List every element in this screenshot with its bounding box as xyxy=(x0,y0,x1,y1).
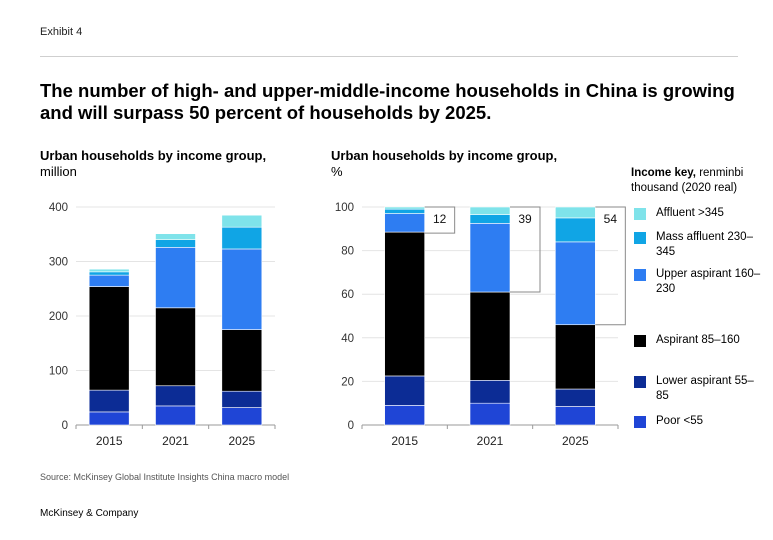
legend-label-lower-aspirant: Lower aspirant 55–85 xyxy=(656,375,754,402)
legend-label-upper-aspirant: Upper aspirant 160–230 xyxy=(656,268,761,295)
bar-segment-2021-poor xyxy=(155,405,196,426)
bar-segment-2015-aspirant xyxy=(88,286,130,391)
legend-label-aspirant: Aspirant 85–160 xyxy=(656,334,740,346)
bar-segment-2021-upper xyxy=(469,223,511,293)
y-tick-label-100: 100 xyxy=(49,366,68,378)
bar-segment-2015-upper xyxy=(384,213,425,233)
y-tick-label-0: 0 xyxy=(348,420,354,432)
legend-swatch-lower-aspirant xyxy=(634,376,646,388)
y-tick-label-300: 300 xyxy=(49,257,68,269)
bar-segment-2015-upper xyxy=(88,274,130,287)
legend-label-mass-affluent: Mass affluent 230–345 xyxy=(656,231,753,258)
legend-swatch-upper-aspirant xyxy=(634,269,646,281)
x-tick-label-2015: 2015 xyxy=(96,434,123,448)
bracket-2025 xyxy=(595,206,626,326)
bar-segment-2025-aspirant xyxy=(221,329,263,392)
bar-segment-2015-mass xyxy=(384,208,425,214)
left-chart-title-bold: Urban households by income group, xyxy=(40,148,267,163)
y-tick-label-400: 400 xyxy=(49,202,68,214)
bar-segment-2015-lower xyxy=(88,389,130,413)
bar-segment-2021-lower xyxy=(155,385,196,407)
legend-label-affluent: Affluent >345 xyxy=(656,207,724,219)
bar-segment-2025-poor xyxy=(221,407,263,426)
y-tick-label-20: 20 xyxy=(341,376,354,388)
y-tick-label-200: 200 xyxy=(49,311,68,323)
right-chart-title-unit: % xyxy=(331,164,343,179)
left-chart-millions: 0 100 200 300 400 2015 2021 2025 xyxy=(49,202,276,448)
left-chart-title-unit: million xyxy=(40,164,77,179)
legend-label-poor: Poor <55 xyxy=(656,415,703,427)
bar-segment-2025-poor xyxy=(555,406,596,426)
x-tick-label-2015: 2015 xyxy=(391,434,418,448)
bar-segment-2025-mass xyxy=(555,217,596,243)
legend-swatch-aspirant xyxy=(634,335,646,347)
bar-segment-2015-affluent xyxy=(88,268,130,273)
x-tick-label-2025: 2025 xyxy=(228,434,255,448)
bar-segment-2021-lower xyxy=(469,380,511,404)
bar-segment-2021-mass xyxy=(155,239,196,248)
y-tick-label-80: 80 xyxy=(341,246,354,258)
bar-segment-2021-mass xyxy=(469,214,511,224)
source-note: Source: McKinsey Global Institute Insigh… xyxy=(40,472,290,482)
header-divider xyxy=(40,56,738,57)
bar-segment-2015-poor xyxy=(384,405,425,426)
legend-swatch-mass-affluent xyxy=(634,232,646,244)
bar-segment-2025-upper xyxy=(555,241,596,326)
legend-title: Income key, renminbi thousand (2020 real… xyxy=(631,166,773,196)
bar-segment-2025-lower xyxy=(555,388,596,407)
bar-segment-2015-lower xyxy=(384,375,425,406)
bar-segment-2025-affluent xyxy=(555,206,596,219)
y-tick-label-40: 40 xyxy=(341,333,354,345)
bar-segment-2015-affluent xyxy=(384,206,425,210)
legend-title-bold: Income key, xyxy=(631,167,696,179)
headline: The number of high- and upper-middle-inc… xyxy=(40,80,735,123)
bracket-label-2015: 12 xyxy=(433,212,447,226)
legend-title-rest: renminbi thousand (2020 real) xyxy=(631,167,744,194)
bar-segment-2021-aspirant xyxy=(469,291,511,381)
exhibit-label: Exhibit 4 xyxy=(40,26,83,38)
bar-segment-2021-upper xyxy=(155,247,196,309)
brand-name: McKinsey & Company xyxy=(40,508,139,519)
bar-segment-2021-affluent xyxy=(155,233,196,241)
x-tick-label-2021: 2021 xyxy=(162,434,189,448)
legend-swatch-affluent xyxy=(634,208,646,220)
bar-segment-2025-mass xyxy=(221,226,263,250)
right-chart-title-bold: Urban households by income group, xyxy=(331,148,558,163)
bar-segment-2025-affluent xyxy=(221,214,263,228)
bar-segment-2025-lower xyxy=(221,390,263,408)
bar-segment-2021-aspirant xyxy=(155,307,196,387)
right-chart-title: Urban households by income group, % xyxy=(331,148,561,180)
y-tick-label-0: 0 xyxy=(62,420,68,432)
y-tick-label-60: 60 xyxy=(341,289,354,301)
bracket-label-2025: 54 xyxy=(604,212,618,226)
bar-segment-2015-mass xyxy=(88,271,130,276)
bar-segment-2025-aspirant xyxy=(555,324,596,390)
bar-segment-2015-aspirant xyxy=(384,231,425,377)
bar-segment-2021-poor xyxy=(469,402,511,426)
y-tick-label-100: 100 xyxy=(335,202,354,214)
bar-segment-2021-affluent xyxy=(469,206,511,215)
x-tick-label-2021: 2021 xyxy=(477,434,504,448)
bracket-label-2021: 39 xyxy=(518,212,532,226)
legend-swatch-poor xyxy=(634,416,646,428)
bar-segment-2015-poor xyxy=(88,411,130,426)
left-chart-title: Urban households by income group, millio… xyxy=(40,148,270,180)
bar-segment-2025-upper xyxy=(221,248,263,330)
bracket-2021 xyxy=(510,206,541,293)
bracket-2015 xyxy=(424,206,456,234)
right-chart-percent: 0 20 40 60 80 100 2015 2021 2025 12 39 54 xyxy=(335,202,626,448)
x-tick-label-2025: 2025 xyxy=(562,434,589,448)
